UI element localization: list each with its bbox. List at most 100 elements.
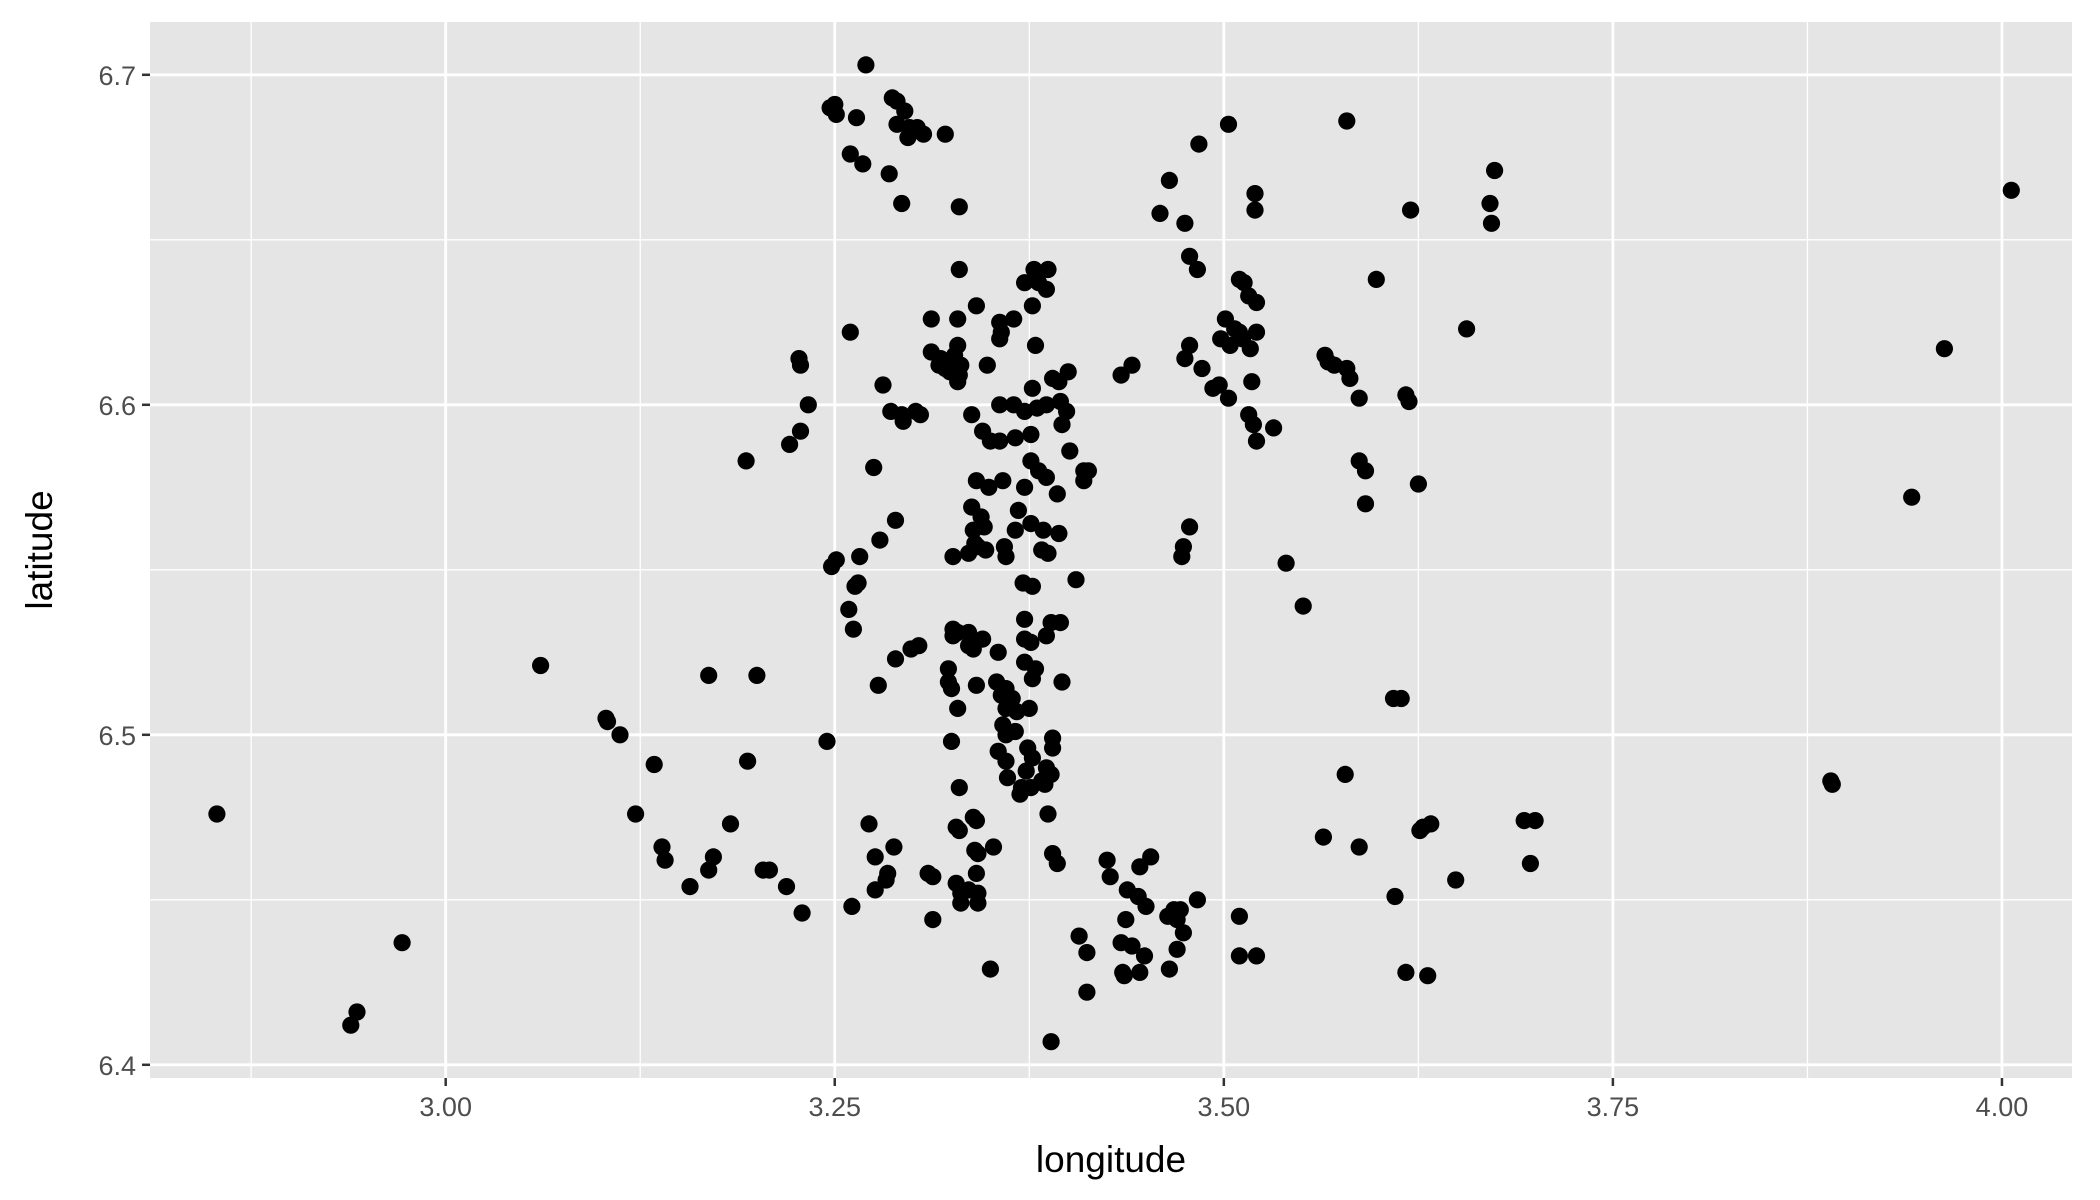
data-point (1521, 854, 1539, 873)
data-point (1067, 571, 1085, 589)
data-point (1016, 274, 1034, 292)
data-point (1181, 247, 1199, 265)
data-point (1481, 194, 1499, 213)
data-point (348, 1003, 366, 1021)
data-point (874, 376, 892, 394)
data-point (1151, 204, 1169, 222)
data-point (866, 881, 884, 899)
data-point (899, 128, 917, 147)
data-point (885, 838, 903, 856)
data-point (950, 779, 968, 797)
data-point (1137, 897, 1155, 916)
data-point (866, 848, 884, 866)
data-point (1247, 947, 1266, 965)
data-point (1036, 775, 1054, 793)
data-point (781, 435, 799, 453)
data-point (1314, 828, 1332, 846)
data-point (1230, 907, 1248, 925)
data-point (791, 356, 810, 374)
data-point (952, 894, 970, 912)
data-point (1112, 366, 1130, 384)
data-point (1023, 297, 1041, 315)
data-point (942, 732, 961, 751)
data-point (857, 56, 875, 74)
data-point (854, 155, 872, 173)
data-point (1247, 293, 1266, 312)
data-point (969, 845, 987, 863)
data-point (1115, 967, 1133, 985)
data-point (1397, 963, 1415, 982)
data-point (967, 297, 986, 315)
data-point (1168, 940, 1186, 958)
data-point (960, 623, 978, 642)
data-point (896, 102, 914, 120)
y-tick-label: 6.4 (98, 1051, 136, 1081)
data-point (1039, 260, 1057, 279)
data-point (1823, 775, 1841, 793)
data-point (1050, 524, 1068, 543)
data-point (841, 145, 859, 163)
data-point (1016, 610, 1034, 628)
data-point (1117, 911, 1135, 929)
data-point (967, 812, 986, 830)
data-point (978, 356, 996, 374)
data-point (847, 109, 866, 127)
data-point (924, 911, 942, 929)
data-point (1210, 376, 1228, 394)
data-point (1188, 260, 1206, 279)
data-point (737, 452, 755, 470)
data-point (1219, 115, 1238, 133)
data-point (949, 336, 967, 354)
data-point (998, 769, 1017, 787)
data-point (952, 356, 970, 374)
y-axis: 6.4 6.5 6.6 6.7 (98, 61, 150, 1081)
data-point (1011, 785, 1029, 803)
data-point (1447, 871, 1465, 889)
y-tick-label: 6.6 (98, 391, 136, 421)
data-point (818, 732, 836, 751)
data-point (1386, 887, 1404, 906)
data-point (1458, 320, 1476, 338)
data-point (1023, 670, 1041, 688)
data-point (342, 1016, 360, 1034)
x-axis: 3.00 3.25 3.50 3.75 4.00 (419, 1078, 2028, 1122)
data-point (981, 960, 1000, 978)
data-point (1142, 848, 1160, 866)
data-point (1016, 402, 1034, 420)
data-point (1006, 429, 1024, 447)
data-point (1098, 851, 1116, 869)
data-point (1193, 359, 1211, 378)
data-point (1131, 858, 1149, 876)
data-point (1020, 699, 1038, 718)
data-point (627, 805, 645, 823)
data-point (1935, 340, 1953, 358)
x-tick-label: 3.00 (419, 1092, 472, 1122)
data-point (1025, 260, 1043, 279)
data-point (936, 125, 954, 143)
data-point (760, 861, 779, 879)
data-point (1181, 336, 1199, 354)
data-point (975, 518, 993, 536)
data-point (964, 640, 982, 658)
data-point (653, 838, 671, 856)
data-point (1037, 396, 1055, 414)
data-point (1244, 416, 1262, 434)
data-point (1053, 416, 1071, 434)
data-point (532, 656, 550, 675)
data-point (1053, 673, 1071, 691)
data-point (1526, 812, 1544, 830)
x-tick-label: 3.25 (808, 1092, 861, 1122)
data-point (893, 194, 911, 213)
data-point (1023, 749, 1041, 767)
data-point (950, 198, 968, 216)
data-point (1039, 544, 1057, 562)
data-point (1392, 689, 1410, 708)
data-point (1017, 762, 1035, 780)
data-point (1042, 1033, 1060, 1051)
data-point (1903, 488, 1921, 506)
data-point (967, 676, 986, 694)
y-tick-label: 6.7 (98, 61, 136, 91)
data-point (894, 412, 912, 430)
data-point (611, 726, 629, 744)
data-point (1400, 392, 1418, 411)
